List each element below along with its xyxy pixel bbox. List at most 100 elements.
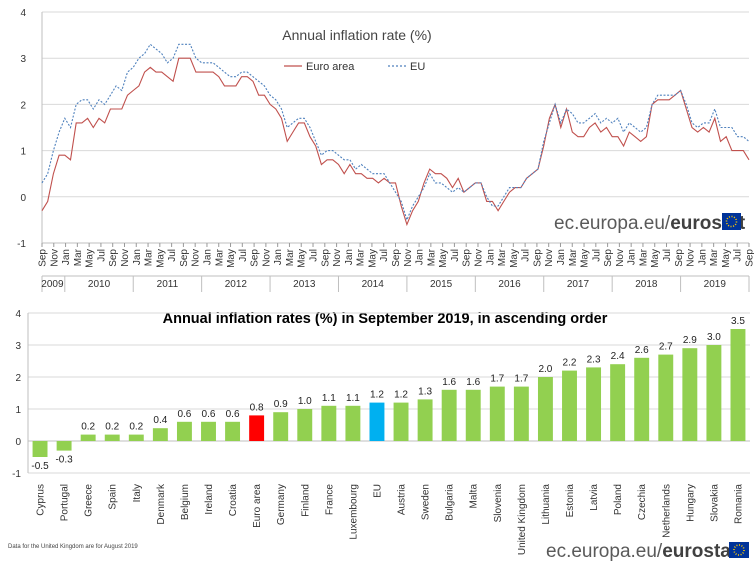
x-tick-label: May	[580, 249, 591, 268]
x-tick-label: May	[85, 249, 96, 268]
bar-eu	[369, 402, 385, 441]
category-label: Slovakia	[709, 484, 720, 522]
x-tick-label: Jan	[132, 249, 143, 265]
brand-prefix: ec.europa.eu/	[546, 541, 663, 562]
value-label: 0.8	[250, 402, 264, 413]
bar-france	[321, 405, 337, 441]
y-tick-label: 4	[15, 309, 21, 320]
x-tick-label: Nov	[120, 249, 131, 267]
value-label: 1.6	[466, 377, 480, 388]
eurostat-logo-top: ec.europa.eu/eurostat	[554, 213, 746, 234]
value-label: 0.6	[226, 409, 240, 420]
legend-label-eu: EU	[410, 61, 425, 73]
y-tick-label: 0	[20, 193, 26, 204]
x-tick-label: Jul	[521, 249, 532, 262]
value-label: 1.6	[442, 377, 456, 388]
x-tick-label: Jul	[591, 249, 602, 262]
year-label: 2019	[704, 279, 727, 290]
value-label: 1.3	[418, 386, 432, 397]
x-tick-label: Sep	[603, 249, 614, 267]
value-label: 0.9	[274, 399, 288, 410]
bar-belgium	[176, 421, 192, 441]
category-label: Belgium	[180, 484, 191, 520]
line-chart-legend: Euro area EU	[284, 61, 425, 73]
svg-text:ec.europa.eu/eurostat: ec.europa.eu/eurostat	[546, 541, 738, 562]
year-label: 2017	[567, 279, 590, 290]
value-label: 2.6	[635, 345, 649, 356]
x-tick-label: May	[438, 249, 449, 268]
x-tick-label: Jan	[697, 249, 708, 265]
x-tick-label: Mar	[144, 248, 155, 266]
x-tick-label: Jan	[627, 249, 638, 265]
bar-lithuania	[537, 377, 553, 441]
bar-denmark	[152, 428, 168, 441]
value-label: 2.0	[538, 364, 552, 375]
x-tick-label: Sep	[320, 249, 331, 267]
y-tick-label: 1	[15, 405, 21, 416]
bar-chart: Annual inflation rates (%) in September …	[8, 309, 750, 562]
y-tick-label: 2	[15, 373, 21, 384]
series-line-eu	[41, 43, 750, 222]
bar-slovenia	[489, 386, 505, 441]
bar-spain	[104, 434, 120, 441]
x-tick-label: Nov	[615, 249, 626, 267]
year-label: 2015	[430, 279, 453, 290]
x-tick-label: Jan	[202, 249, 213, 265]
x-tick-label: Mar	[568, 248, 579, 266]
footnote: Data for the United Kingdom are for Augu…	[8, 544, 138, 550]
eu-flag-stars	[725, 215, 738, 228]
value-label: 2.4	[611, 351, 625, 362]
x-tick-label: Nov	[403, 249, 414, 267]
line-chart-title: Annual inflation rate (%)	[282, 27, 431, 43]
y-tick-label: -1	[12, 469, 21, 480]
x-tick-label: Mar	[214, 248, 225, 266]
category-label: Hungary	[685, 484, 696, 522]
legend-label-euro-area: Euro area	[306, 61, 355, 73]
eurostat-logo-bottom: ec.europa.eu/eurostat	[546, 541, 749, 562]
y-tick-label: 2	[20, 100, 26, 111]
x-tick-label: May	[721, 249, 732, 268]
x-tick-label: Nov	[49, 249, 60, 267]
value-label: 0.2	[81, 422, 95, 433]
x-tick-label: Mar	[709, 248, 720, 266]
category-label: Poland	[613, 484, 624, 515]
value-label: 1.0	[298, 396, 312, 407]
eu-flag-stars	[733, 544, 745, 556]
value-label: 2.9	[683, 335, 697, 346]
category-label: France	[324, 484, 335, 516]
bar-luxembourg	[345, 405, 361, 441]
category-label: Lithuania	[541, 484, 552, 525]
bar-united-kingdom	[513, 386, 529, 441]
bar-chart-value-labels: -0.5 -0.3 0.2 0.2 0.2 0.4 0.6 0.6 0.6 0.8 0.9 1.0 1.…	[31, 316, 745, 472]
line-chart-gridlines	[41, 11, 749, 244]
value-label: -0.5	[31, 461, 49, 472]
bar-hungary	[682, 348, 698, 441]
bar-euro-area	[249, 415, 265, 441]
value-label: 1.1	[346, 393, 360, 404]
brand-name: eurostat	[662, 541, 738, 562]
series-line-euro-area	[41, 57, 750, 227]
y-tick-label: 3	[20, 54, 26, 65]
x-tick-label: Jul	[238, 249, 249, 262]
x-tick-label: Jul	[96, 249, 107, 262]
year-label: 2016	[498, 279, 521, 290]
eu-flag-icon	[722, 213, 741, 230]
year-label: 2011	[157, 279, 179, 290]
bar-bulgaria	[441, 389, 457, 441]
category-label: Italy	[132, 484, 143, 502]
value-label: 3.5	[731, 316, 745, 327]
y-tick-label: -1	[17, 239, 26, 250]
x-tick-label: Jan	[273, 249, 284, 265]
line-chart: -1 0 1 2 3 4 Annual inflation rate (%) Euro a…	[17, 8, 754, 292]
category-label: Malta	[469, 484, 480, 509]
bar-sweden	[417, 399, 433, 441]
year-label: 2009	[41, 279, 64, 290]
x-tick-label: Sep	[108, 249, 119, 267]
line-chart-x-ticks: Sep Nov Jan Mar May Jul Sep Nov Jan Mar May Jul Sep N…	[38, 243, 754, 268]
value-label: 0.4	[153, 415, 167, 426]
value-label: 2.2	[563, 358, 577, 369]
bar-greece	[80, 434, 96, 441]
x-tick-label: Mar	[638, 248, 649, 266]
y-tick-label: 1	[20, 147, 26, 158]
x-tick-label: Jul	[167, 249, 178, 262]
